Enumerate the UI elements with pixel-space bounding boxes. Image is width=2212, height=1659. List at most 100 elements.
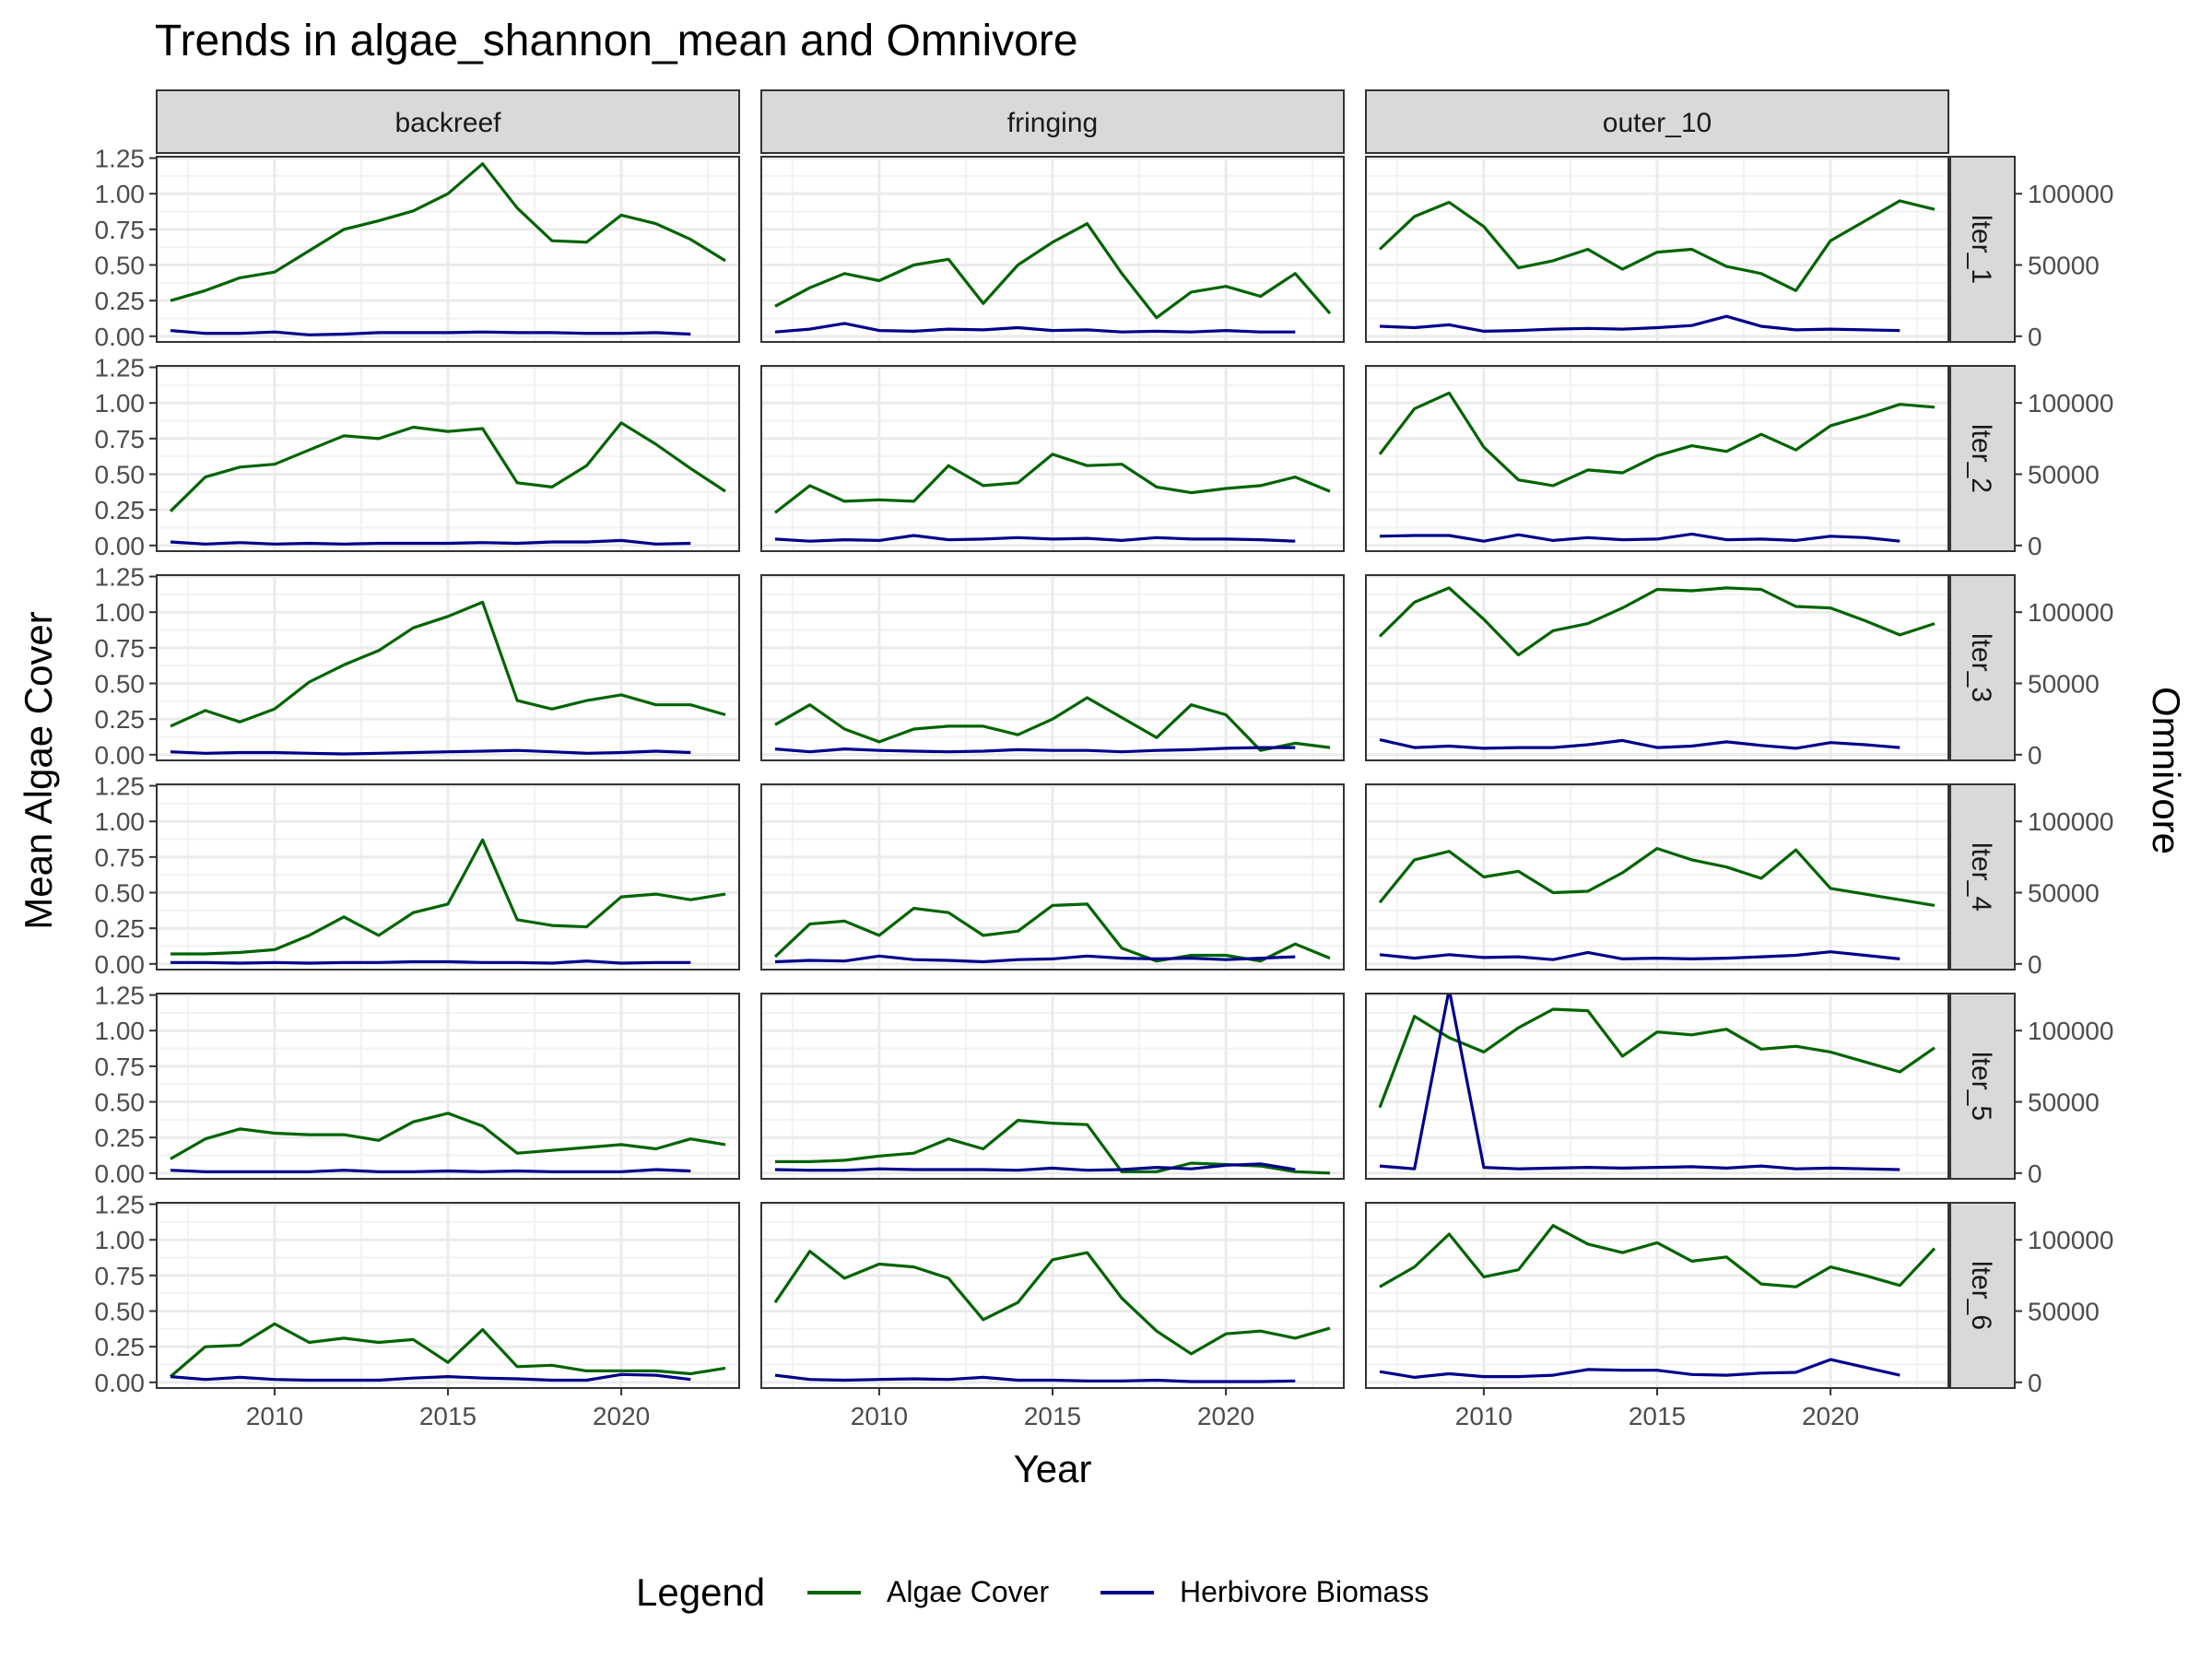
facet-strip-label-fringing: fringing: [1007, 108, 1098, 138]
facet-strip-label-outer_10: outer_10: [1603, 108, 1712, 138]
x-tick-label: 2010: [1455, 1402, 1512, 1430]
facet-strip-lter-3: [1949, 574, 2016, 761]
panel-border: [156, 365, 740, 552]
panel-border: [760, 365, 1345, 552]
panel-fringing-lter-5: [760, 993, 1345, 1180]
algae-cover-line: [1378, 846, 1936, 907]
facet-strip-label-lter-1: lter_1: [1966, 215, 1996, 284]
x-tick-label: 2010: [851, 1402, 908, 1430]
herbivore-biomass-line: [774, 322, 1296, 334]
y2-axis-label: Omnivore: [2145, 687, 2188, 854]
y-tick-label: 1.00: [95, 389, 146, 418]
panel-border: [760, 993, 1345, 1180]
y2-tick-label: 100000: [2028, 1226, 2113, 1254]
y-tick-label: 0.50: [95, 461, 146, 489]
algae-cover-line: [1378, 586, 1936, 657]
herbivore-biomass-line: [1379, 532, 1900, 543]
y2-tick-label: 0: [2028, 1369, 2042, 1397]
herbivore-biomass-line: [774, 534, 1296, 543]
algae-cover-line: [774, 696, 1331, 752]
x-axis-label: Year: [1014, 1447, 1092, 1490]
herbivore-biomass-line: [170, 329, 691, 336]
y2-tick-label: 100000: [2028, 807, 2113, 836]
facet-strip-outer_10: [1365, 89, 1949, 154]
y2-tick-label: 100000: [2028, 180, 2113, 208]
y-tick-label: 0.00: [95, 1369, 146, 1397]
y2-tick-label: 0: [2028, 1159, 2042, 1188]
algae-cover-line: [774, 453, 1331, 514]
y-tick-label: 1.00: [95, 180, 146, 208]
y-tick-label: 0.00: [95, 323, 146, 351]
facet-strip-label-lter-6: lter_6: [1966, 1261, 1996, 1330]
legend-title: Legend: [636, 1571, 765, 1614]
facet-strip-lter-4: [1949, 783, 2016, 971]
algae-cover-line: [170, 600, 726, 728]
panel-outer_10-lter-3: [1365, 574, 1949, 761]
facet-strip-label-lter-5: lter_5: [1966, 1052, 1996, 1121]
x-tick-label: 2020: [593, 1402, 650, 1430]
y2-tick-label: 0: [2028, 741, 2042, 770]
facet-strip-label-lter-2: lter_2: [1966, 424, 1996, 493]
algae-cover-line: [171, 838, 726, 956]
panel-backreef-lter-3: [156, 574, 740, 761]
y2-tick-label: 50000: [2028, 252, 2100, 280]
y-tick-label: 1.00: [95, 807, 146, 836]
algae-cover-line: [170, 1112, 726, 1160]
x-tick-label: 2010: [246, 1402, 303, 1430]
y2-tick-label: 50000: [2028, 461, 2100, 489]
algae-cover-line: [1378, 391, 1936, 488]
herbivore-biomass-line: [1379, 738, 1900, 750]
panel-border: [156, 783, 740, 971]
panel-border: [156, 156, 740, 343]
y-tick-label: 1.00: [95, 1226, 146, 1254]
panel-outer_10-lter-4: [1365, 783, 1949, 971]
algae-cover-line: [169, 421, 726, 512]
y-tick-label: 0.75: [95, 216, 146, 244]
panel-border: [1365, 156, 1949, 343]
legend: Legend Algae Cover Herbivore Biomass: [636, 1571, 1429, 1614]
y2-tick-label: 0: [2028, 950, 2042, 979]
y-tick-label: 1.25: [95, 563, 146, 592]
y-tick-label: 0.25: [95, 914, 146, 943]
y-tick-label: 0.00: [95, 1159, 146, 1188]
y-tick-label: 0.75: [95, 843, 146, 872]
y-tick-label: 0.50: [95, 670, 146, 699]
y2-tick-label: 100000: [2028, 1017, 2113, 1045]
y2-tick-label: 100000: [2028, 598, 2113, 627]
algae-cover-line: [1379, 1224, 1936, 1288]
herbivore-biomass-line: [170, 538, 691, 546]
y-tick-label: 1.25: [95, 1191, 146, 1219]
herbivore-biomass-line: [1379, 314, 1900, 333]
y-tick-label: 1.00: [95, 598, 146, 627]
panel-fringing-lter-6: [760, 1202, 1345, 1389]
y-tick-label: 1.25: [95, 354, 146, 382]
panel-outer_10-lter-1: [1365, 156, 1949, 343]
panel-backreef-lter-6: [156, 1202, 740, 1389]
y2-tick-label: 50000: [2028, 1298, 2100, 1326]
y-tick-label: 1.00: [95, 1017, 146, 1045]
y-tick-label: 0.50: [95, 1298, 146, 1326]
panel-border: [760, 156, 1345, 343]
y-tick-label: 0.25: [95, 1124, 146, 1152]
herbivore-biomass-line: [170, 1372, 691, 1382]
x-tick-label: 2015: [1024, 1402, 1081, 1430]
panel-border: [156, 993, 740, 1180]
y-tick-label: 0.25: [95, 705, 146, 734]
legend-label-algae-cover: Algae Cover: [887, 1575, 1049, 1608]
algae-cover-line: [773, 1249, 1331, 1356]
panel-outer_10-lter-6: [1365, 1202, 1949, 1389]
y-tick-label: 1.25: [95, 982, 146, 1010]
facet-strip-lter-5: [1949, 993, 2016, 1180]
algae-cover-line: [1378, 1007, 1936, 1109]
panel-outer_10-lter-2: [1365, 365, 1949, 552]
x-tick-label: 2020: [1802, 1402, 1859, 1430]
y-tick-label: 0.75: [95, 634, 146, 663]
panel-backreef-lter-5: [156, 993, 740, 1180]
y-tick-label: 1.25: [95, 145, 146, 173]
y-tick-label: 1.25: [95, 772, 146, 801]
chart-title: Trends in algae_shannon_mean and Omnivor…: [155, 17, 1078, 65]
panel-backreef-lter-1: [156, 156, 740, 343]
facet-strip-fringing: [760, 89, 1345, 154]
y-tick-label: 0.75: [95, 1053, 146, 1081]
